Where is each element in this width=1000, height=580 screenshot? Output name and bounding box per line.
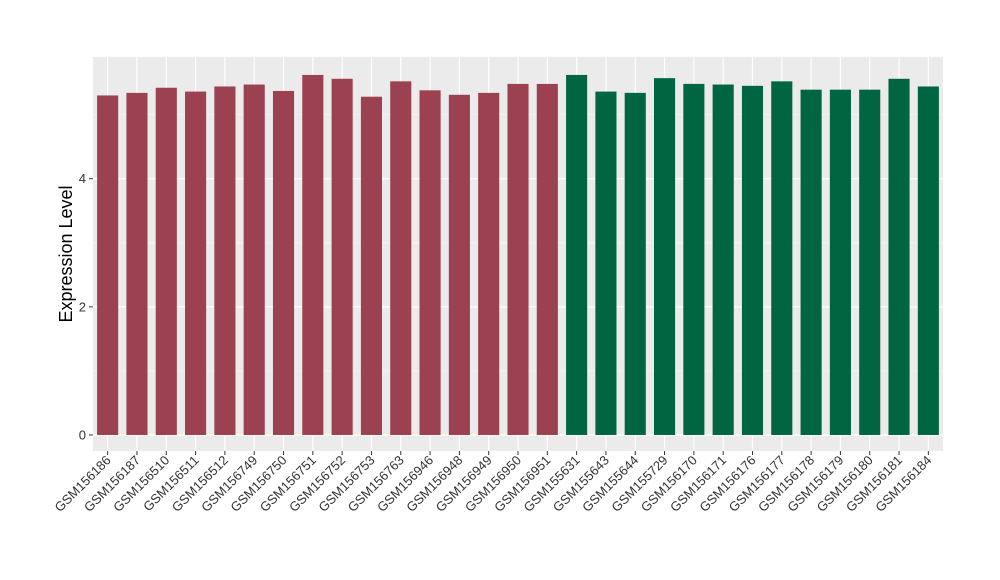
bar-GSM156510 (155, 87, 177, 435)
bar-GSM156177 (771, 81, 793, 435)
bar-GSM156750 (272, 90, 295, 435)
bar-GSM156186 (97, 95, 119, 435)
bar-GSM156179 (829, 89, 851, 435)
bar-GSM155644 (624, 92, 646, 435)
y-tick-label: 0 (79, 427, 86, 442)
bar-GSM156752 (331, 78, 353, 435)
y-axis: 0 2 4 (79, 171, 93, 442)
bars (97, 74, 939, 435)
bar-GSM155643 (595, 91, 617, 435)
x-axis: GSM156186GSM156187GSM156510GSM156511GSM1… (52, 451, 934, 515)
bar-GSM155729 (654, 78, 676, 435)
bar-GSM156951 (536, 83, 558, 435)
bar-GSM156180 (859, 89, 881, 435)
bar-GSM156511 (185, 91, 207, 435)
y-axis-title: Expression Level (56, 185, 76, 322)
bar-GSM156946 (419, 90, 441, 435)
bar-GSM156184 (917, 86, 939, 435)
bar-GSM156176 (741, 85, 764, 435)
bar-GSM156512 (214, 86, 236, 435)
bar-GSM156170 (683, 83, 705, 435)
y-tick-label: 4 (79, 171, 86, 186)
bar-GSM156187 (126, 92, 148, 435)
bar-GSM156753 (360, 96, 382, 435)
bar-GSM156181 (888, 78, 910, 435)
bar-GSM156949 (478, 92, 500, 435)
bar-GSM155631 (566, 74, 588, 435)
bar-GSM156948 (448, 94, 470, 435)
bar-GSM156751 (302, 74, 324, 435)
bar-GSM156171 (712, 84, 734, 435)
bar-GSM156178 (800, 89, 822, 435)
bar-GSM156763 (390, 81, 412, 435)
y-tick-label: 2 (79, 299, 86, 314)
bar-GSM156950 (507, 83, 529, 435)
bar-GSM156749 (243, 84, 265, 435)
